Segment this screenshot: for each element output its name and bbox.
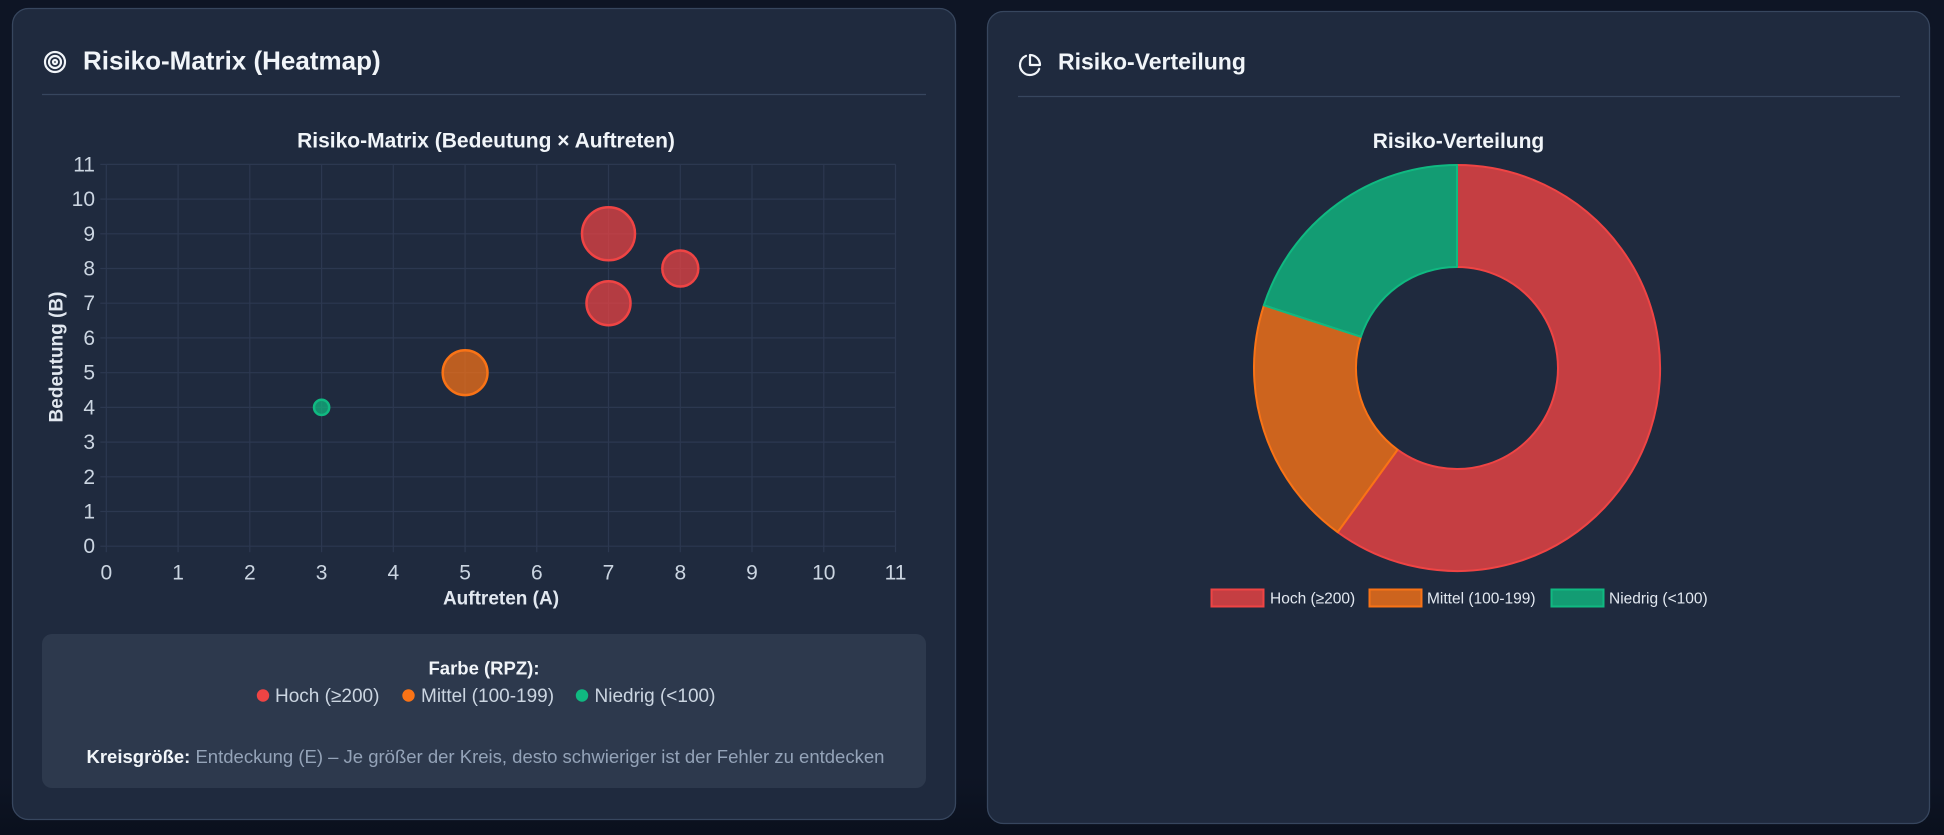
svg-text:Farbe (RPZ):: Farbe (RPZ):: [429, 658, 540, 679]
svg-text:Niedrig (<100): Niedrig (<100): [595, 686, 716, 707]
svg-text:8: 8: [83, 258, 95, 281]
svg-text:Niedrig (<100): Niedrig (<100): [1609, 591, 1708, 608]
svg-text:11: 11: [885, 562, 907, 585]
svg-text:Mittel (100-199): Mittel (100-199): [1427, 591, 1536, 608]
svg-text:5: 5: [83, 362, 95, 385]
svg-text:Risiko-Verteilung: Risiko-Verteilung: [1373, 130, 1545, 153]
svg-text:Kreisgröße: Entdeckung (E) – J: Kreisgröße: Entdeckung (E) – Je größer d…: [87, 746, 885, 767]
svg-text:3: 3: [83, 431, 95, 454]
svg-text:Auftreten (A): Auftreten (A): [443, 589, 559, 610]
svg-text:8: 8: [674, 562, 686, 585]
svg-text:2: 2: [244, 562, 256, 585]
svg-text:10: 10: [812, 562, 835, 585]
svg-text:4: 4: [83, 396, 95, 419]
svg-text:Bedeutung (B): Bedeutung (B): [47, 292, 68, 423]
svg-text:10: 10: [72, 188, 95, 211]
svg-text:2: 2: [83, 466, 95, 489]
svg-text:Risiko-Matrix (Bedeutung × Auf: Risiko-Matrix (Bedeutung × Auftreten): [297, 130, 675, 153]
svg-text:1: 1: [83, 501, 95, 524]
svg-text:Risiko-Verteilung: Risiko-Verteilung: [1058, 49, 1246, 75]
svg-text:Hoch (≥200): Hoch (≥200): [1270, 591, 1355, 608]
svg-text:11: 11: [73, 153, 95, 176]
svg-text:4: 4: [387, 562, 399, 585]
svg-text:0: 0: [83, 535, 95, 558]
svg-text:6: 6: [83, 327, 95, 350]
svg-text:1: 1: [172, 562, 184, 585]
svg-text:9: 9: [83, 223, 95, 246]
svg-text:7: 7: [83, 292, 95, 315]
svg-text:7: 7: [603, 562, 615, 585]
svg-text:6: 6: [531, 562, 543, 585]
svg-text:0: 0: [100, 562, 112, 585]
svg-text:Mittel (100-199): Mittel (100-199): [421, 686, 554, 707]
svg-text:3: 3: [316, 562, 328, 585]
svg-text:Hoch (≥200): Hoch (≥200): [275, 686, 379, 707]
svg-text:9: 9: [746, 562, 758, 585]
svg-text:Risiko-Matrix (Heatmap): Risiko-Matrix (Heatmap): [83, 46, 381, 76]
svg-text:5: 5: [459, 562, 471, 585]
